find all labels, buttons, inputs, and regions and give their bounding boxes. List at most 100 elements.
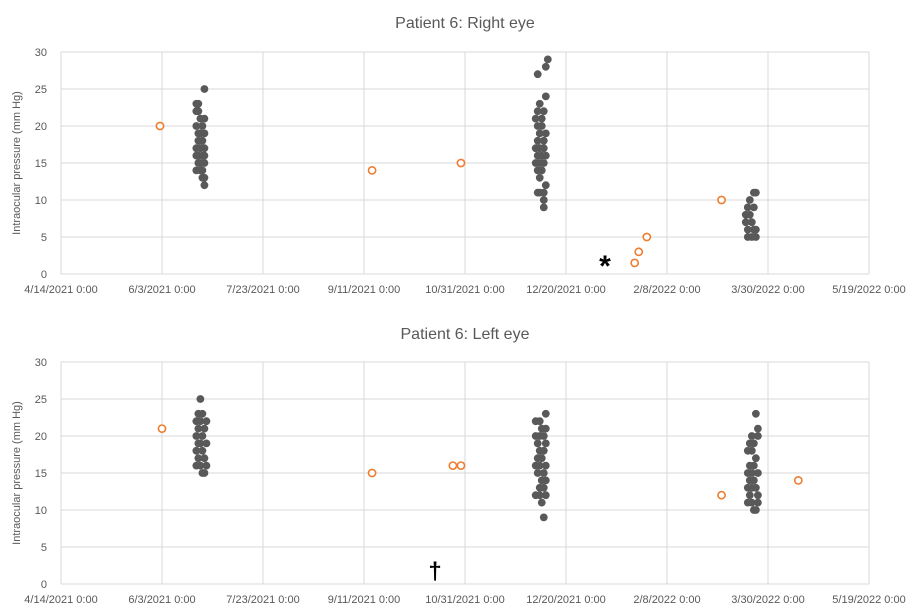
filled-point — [741, 218, 750, 227]
x-tick-label: 7/23/2021 0:00 — [226, 284, 299, 296]
filled-point — [533, 439, 542, 448]
filled-point — [539, 136, 548, 145]
filled-point — [747, 218, 756, 227]
y-tick-label: 15 — [35, 158, 47, 170]
filled-point — [539, 446, 548, 455]
filled-point — [537, 166, 546, 175]
x-tick-label: 7/23/2021 0:00 — [226, 594, 299, 606]
filled-point — [198, 446, 207, 455]
chart-title: Patient 6: Right eye — [395, 15, 535, 32]
filled-point — [198, 409, 207, 418]
filled-point — [192, 122, 201, 130]
filled-point — [196, 439, 205, 448]
open-point — [448, 461, 458, 470]
x-tick-label: 10/31/2021 0:00 — [425, 284, 505, 296]
filled-point — [198, 432, 207, 440]
series-1 — [192, 395, 762, 522]
filled-point — [541, 461, 550, 470]
open-point — [157, 424, 167, 433]
chart-2: 0 5 10 15 20 25 30 4/14/2021 0:00 6/3/2021 0:00 7… — [11, 326, 906, 606]
filled-point — [537, 122, 546, 130]
filled-point — [745, 210, 754, 219]
filled-point — [745, 196, 754, 204]
x-tick-label: 2/8/2022 0:00 — [633, 284, 700, 296]
filled-point — [743, 203, 752, 212]
filled-point — [533, 469, 542, 477]
filled-point — [541, 129, 550, 138]
filled-point — [539, 188, 548, 197]
filled-point — [754, 424, 762, 433]
x-tick-label: 5/19/2022 0:00 — [832, 594, 905, 606]
filled-point — [543, 55, 552, 64]
y-tick-label: 25 — [35, 394, 47, 406]
filled-point — [751, 233, 760, 241]
filled-point — [747, 432, 756, 440]
filled-point — [751, 188, 760, 197]
filled-point — [754, 469, 762, 477]
filled-point — [747, 446, 756, 455]
filled-point — [754, 491, 762, 500]
y-tick-label: 5 — [41, 232, 47, 244]
filled-point — [537, 114, 546, 123]
open-point — [456, 461, 466, 470]
filled-point — [743, 225, 752, 234]
filled-point — [747, 469, 756, 477]
series-2 — [157, 424, 803, 500]
filled-point — [539, 107, 548, 116]
filled-point — [200, 173, 209, 182]
filled-point — [751, 506, 760, 514]
filled-point — [200, 181, 209, 190]
open-point — [367, 468, 377, 478]
y-tick-label: 0 — [41, 269, 47, 281]
filled-point — [539, 469, 548, 477]
series-1 — [192, 55, 760, 241]
annotation-mark: * — [599, 250, 611, 283]
open-point — [630, 258, 640, 268]
filled-point — [198, 166, 207, 175]
filled-point — [533, 107, 542, 116]
filled-point — [202, 417, 211, 426]
filled-point — [539, 144, 548, 153]
filled-point — [541, 424, 550, 433]
filled-point — [196, 417, 205, 426]
x-tick-label: 4/14/2021 0:00 — [24, 594, 97, 606]
open-point — [456, 158, 466, 168]
filled-point — [192, 446, 201, 455]
filled-point — [194, 99, 203, 108]
filled-point — [535, 129, 544, 138]
filled-point — [541, 181, 550, 190]
chart-title: Patient 6: Left eye — [401, 326, 530, 343]
y-tick-label: 20 — [35, 121, 47, 133]
filled-point — [747, 498, 756, 507]
filled-point — [192, 432, 201, 440]
filled-point — [200, 129, 209, 138]
open-point — [367, 165, 377, 175]
filled-point — [539, 483, 548, 492]
filled-point — [751, 454, 760, 463]
filled-point — [745, 491, 754, 500]
filled-point — [749, 476, 758, 485]
filled-point — [202, 461, 211, 470]
chart-1: 0 5 10 15 20 25 30 4/14/2021 0:00 6/3/2021 0:00 7… — [11, 15, 906, 296]
filled-point — [200, 454, 209, 463]
y-axis-title: Intraocular pressure (mm Hg) — [11, 91, 23, 235]
filled-point — [751, 483, 760, 492]
filled-point — [749, 461, 758, 470]
filled-point — [539, 196, 548, 204]
filled-point — [202, 439, 211, 448]
filled-point — [535, 461, 544, 470]
open-point — [717, 490, 726, 500]
x-tick-label: 9/11/2021 0:00 — [328, 594, 401, 606]
filled-point — [749, 203, 758, 212]
open-point — [642, 232, 652, 242]
x-tick-label: 3/30/2022 0:00 — [731, 594, 804, 606]
filled-point — [541, 409, 550, 418]
filled-point — [539, 203, 548, 212]
filled-point — [198, 122, 207, 130]
y-tick-label: 0 — [41, 579, 47, 591]
y-tick-label: 10 — [35, 505, 47, 517]
filled-point — [535, 491, 544, 500]
filled-point — [196, 395, 205, 403]
x-tick-label: 10/31/2021 0:00 — [425, 594, 505, 606]
